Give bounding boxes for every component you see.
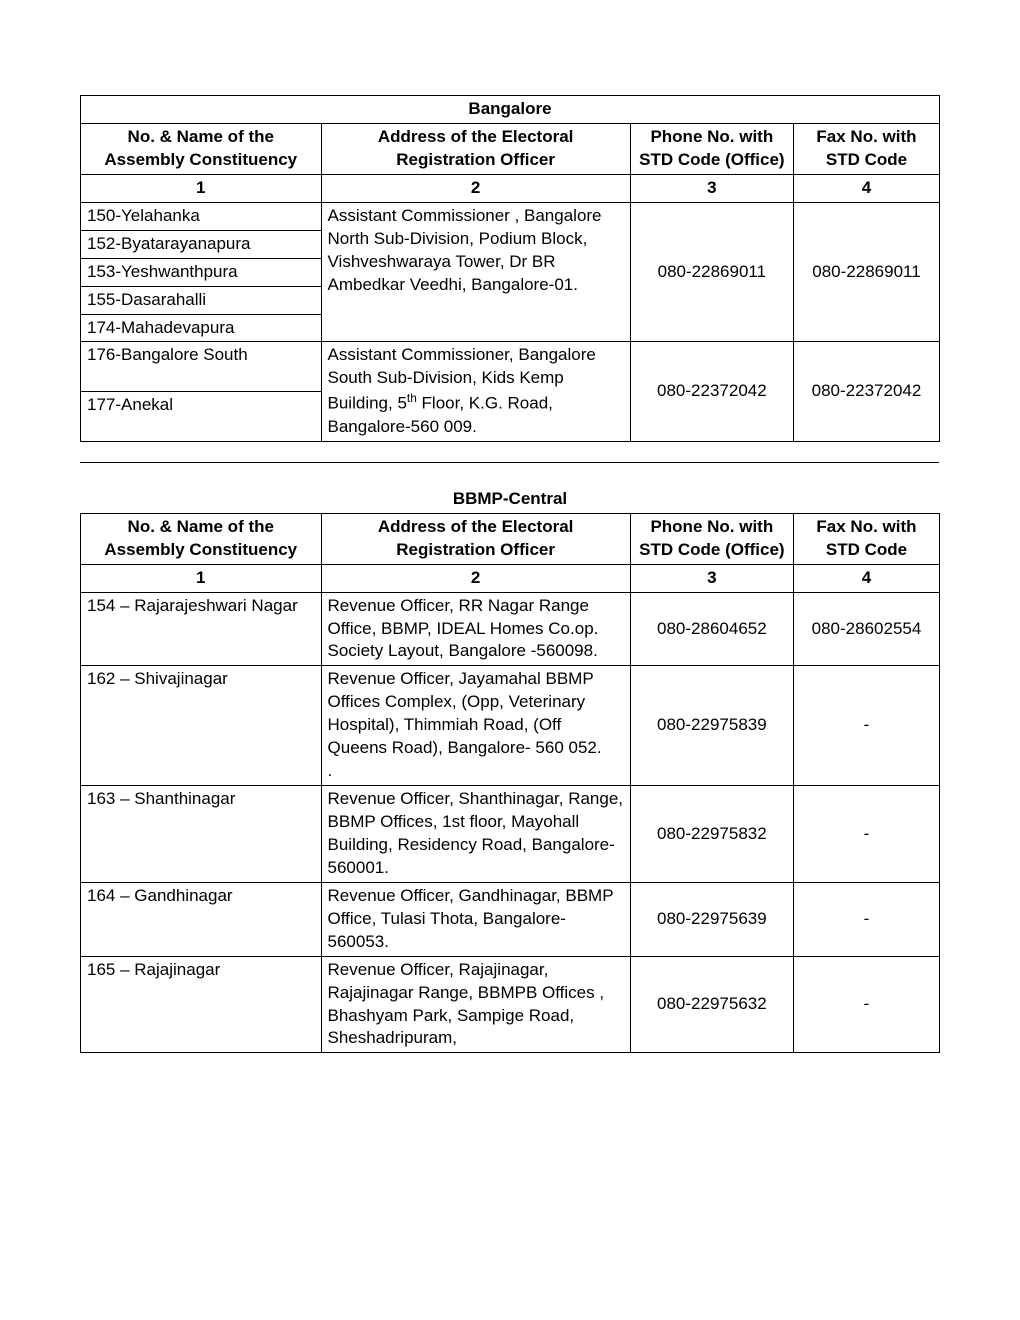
header-constituency: No. & Name of the Assembly Constituency <box>81 123 322 174</box>
fax-cell: - <box>793 786 939 883</box>
phone-cell: 080-28604652 <box>630 592 793 666</box>
address-cell: Revenue Officer, Shanthinagar, Range, BB… <box>321 786 630 883</box>
table-bangalore: Bangalore No. & Name of the Assembly Con… <box>80 95 940 442</box>
constituency-cell: 150-Yelahanka <box>81 202 322 230</box>
phone-cell: 080-22975632 <box>630 956 793 1053</box>
constituency-cell: 152-Byatarayanapura <box>81 230 322 258</box>
address-cell: Revenue Officer, Rajajinagar, Rajajinaga… <box>321 956 630 1053</box>
address-cell: Revenue Officer, Gandhinagar, BBMP Offic… <box>321 882 630 956</box>
phone-cell: 080-22975839 <box>630 666 793 786</box>
phone-cell: 080-22975639 <box>630 882 793 956</box>
constituency-cell: 165 – Rajajinagar <box>81 956 322 1053</box>
constituency-cell: 174-Mahadevapura <box>81 314 322 342</box>
col-number: 1 <box>81 564 322 592</box>
fax-cell: 080-22372042 <box>793 342 939 441</box>
header-fax: Fax No. with STD Code <box>793 123 939 174</box>
fax-cell: - <box>793 882 939 956</box>
header-address: Address of the Electoral Registration Of… <box>321 513 630 564</box>
constituency-cell: 153-Yeshwanthpura <box>81 258 322 286</box>
table-row: 150-Yelahanka Assistant Commissioner , B… <box>81 202 940 230</box>
col-number: 3 <box>630 174 793 202</box>
col-number: 2 <box>321 174 630 202</box>
table-title: Bangalore <box>81 96 940 124</box>
address-cell: Assistant Commissioner , Bangalore North… <box>321 202 630 342</box>
col-number: 2 <box>321 564 630 592</box>
col-number: 4 <box>793 174 939 202</box>
constituency-cell: 155-Dasarahalli <box>81 286 322 314</box>
table-row: 164 – Gandhinagar Revenue Officer, Gandh… <box>81 882 940 956</box>
col-number: 1 <box>81 174 322 202</box>
table-row: 154 – Rajarajeshwari Nagar Revenue Offic… <box>81 592 940 666</box>
header-address: Address of the Electoral Registration Of… <box>321 123 630 174</box>
address-cell: Assistant Commissioner, Bangalore South … <box>321 342 630 441</box>
constituency-cell: 177-Anekal <box>81 392 322 442</box>
fax-cell: 080-22869011 <box>793 202 939 342</box>
phone-cell: 080-22869011 <box>630 202 793 342</box>
constituency-cell: 176-Bangalore South <box>81 342 322 392</box>
header-phone: Phone No. with STD Code (Office) <box>630 513 793 564</box>
constituency-cell: 154 – Rajarajeshwari Nagar <box>81 592 322 666</box>
fax-cell: - <box>793 956 939 1053</box>
table-row: 176-Bangalore South Assistant Commission… <box>81 342 940 392</box>
address-cell: Revenue Officer, Jayamahal BBMP Offices … <box>321 666 630 786</box>
col-number: 4 <box>793 564 939 592</box>
table-row: 162 – Shivajinagar Revenue Officer, Jaya… <box>81 666 940 786</box>
fax-cell: 080-28602554 <box>793 592 939 666</box>
constituency-cell: 162 – Shivajinagar <box>81 666 322 786</box>
constituency-cell: 163 – Shanthinagar <box>81 786 322 883</box>
phone-cell: 080-22975832 <box>630 786 793 883</box>
table-title: BBMP-Central <box>81 462 940 513</box>
address-cell: Revenue Officer, RR Nagar Range Office, … <box>321 592 630 666</box>
constituency-cell: 164 – Gandhinagar <box>81 882 322 956</box>
header-fax: Fax No. with STD Code <box>793 513 939 564</box>
table-row: 165 – Rajajinagar Revenue Officer, Rajaj… <box>81 956 940 1053</box>
header-constituency: No. & Name of the Assembly Constituency <box>81 513 322 564</box>
table-row: 163 – Shanthinagar Revenue Officer, Shan… <box>81 786 940 883</box>
table-bbmp-central: BBMP-Central No. & Name of the Assembly … <box>80 462 940 1054</box>
header-phone: Phone No. with STD Code (Office) <box>630 123 793 174</box>
fax-cell: - <box>793 666 939 786</box>
phone-cell: 080-22372042 <box>630 342 793 441</box>
col-number: 3 <box>630 564 793 592</box>
